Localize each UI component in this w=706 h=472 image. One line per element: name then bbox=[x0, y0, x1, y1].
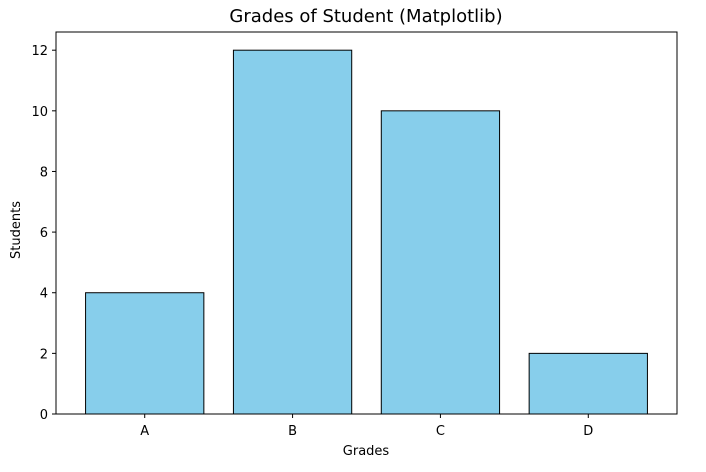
x-axis-ticks: A B C D bbox=[140, 414, 593, 439]
bar-D bbox=[528, 352, 648, 415]
chart-title: Grades of Student (Matplotlib) bbox=[229, 6, 502, 27]
y-tick-label: 10 bbox=[31, 105, 48, 120]
bars-layer bbox=[85, 49, 648, 415]
x-tick-label: B bbox=[288, 424, 297, 439]
x-axis-label: Grades bbox=[343, 444, 390, 459]
bar-B bbox=[232, 49, 353, 415]
y-axis-label: Students bbox=[9, 201, 24, 259]
y-tick-label: 6 bbox=[40, 226, 48, 241]
y-tick-label: 4 bbox=[40, 287, 48, 302]
x-tick-label: D bbox=[583, 424, 593, 439]
y-tick-label: 12 bbox=[31, 44, 48, 59]
plot-frame bbox=[55, 31, 678, 415]
y-tick-label: 8 bbox=[40, 165, 48, 180]
y-tick-label: 2 bbox=[40, 347, 48, 362]
x-tick-label: C bbox=[436, 424, 445, 439]
x-tick-label: A bbox=[140, 424, 149, 439]
bar-A bbox=[85, 292, 205, 415]
y-tick-label: 0 bbox=[40, 408, 48, 423]
y-axis-ticks: 0 2 4 6 8 10 12 bbox=[31, 44, 56, 423]
bar-C bbox=[380, 110, 501, 415]
